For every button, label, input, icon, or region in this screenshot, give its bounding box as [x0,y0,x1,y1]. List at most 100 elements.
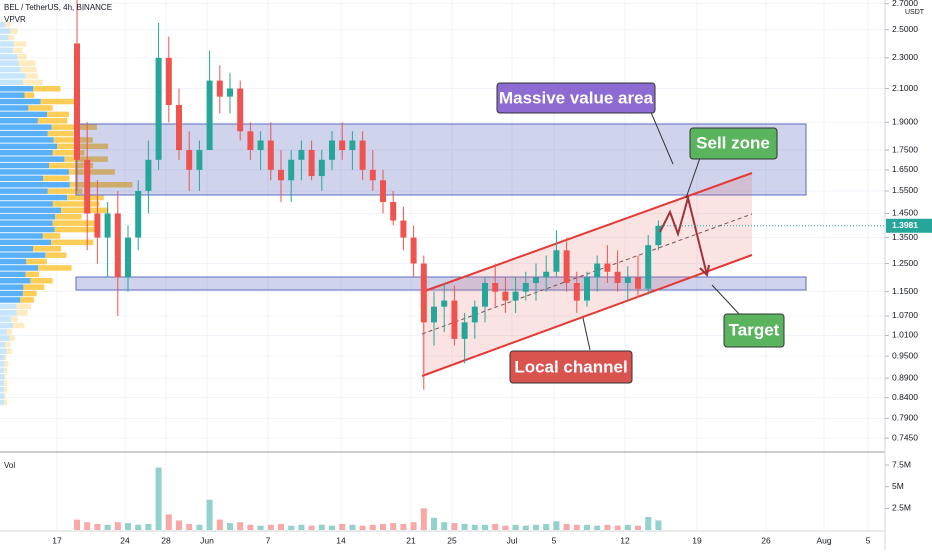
vpvr-bar [0,150,53,156]
candle-body [380,180,386,203]
vpvr-bar [0,246,33,252]
vpvr-bar [18,60,36,66]
candle-body [461,322,468,339]
x-tick-label: 21 [406,535,416,545]
x-tick-label: Jul [507,535,518,545]
volume-bar [135,524,142,530]
y-tick-label: 0.7900 [892,413,918,423]
annotation: Local channel [514,357,627,376]
volume-bar [165,514,172,530]
volume-bar [431,517,437,530]
candle-body [237,88,244,132]
candle-body [125,237,131,278]
vpvr-bar [6,348,12,354]
candle-body [604,263,611,272]
vpvr-bar [24,92,35,98]
volume-bar [216,519,223,530]
vpvr-bar [0,73,26,79]
candle-body [84,159,91,214]
vpvr-bar [0,41,14,47]
vpvr-bar [0,329,8,335]
candle-body [624,277,631,283]
vpvr-bar [42,233,61,239]
y-tick-label: 2.7000 [892,0,918,8]
vpvr-bar [0,188,48,194]
volume-bar [543,523,550,530]
vpvr-bar [5,342,11,348]
candle-body [492,282,499,292]
vpvr-bar [25,73,38,79]
volume-bar [155,467,162,530]
vpvr-bar [9,335,15,342]
volume-bar [74,519,80,530]
candle-body [573,282,580,301]
volume-bar [237,522,244,530]
vpvr-bar [0,374,4,380]
candle-body [155,57,162,160]
vpvr-bar [23,79,43,86]
volume-bar [471,524,478,530]
vpvr-bar [0,79,24,86]
vpvr-bar [4,386,8,393]
indicator-label: VPVR [4,15,26,24]
vpvr-bar [51,239,94,246]
vpvr-bar [4,361,9,367]
volume-bar [288,525,295,530]
candle-body [410,237,417,264]
candle-body [227,88,233,97]
vpvr-bar [0,86,34,92]
x-tick-label: 24 [120,535,130,545]
volume-bar [390,523,397,530]
vpvr-bar [13,41,27,47]
volume-bar [645,517,652,530]
vpvr-bar [0,143,58,150]
vpvr-bar [30,278,53,284]
candle-body [471,306,478,323]
volume-bar [594,525,601,530]
x-tick-label: 26 [761,535,771,545]
y-tick-label: 2.5000 [892,24,918,34]
vpvr-bar [22,290,37,297]
vpvr-bar [0,156,65,162]
volume-bar [227,523,233,530]
candle-body [114,213,121,278]
vpvr-bar [0,130,48,137]
candle-body [176,104,182,151]
candle-body [512,291,519,301]
volume-bar [104,524,111,530]
vpvr-bar [0,252,46,258]
y-tick-label: 2.1000 [892,83,918,93]
volume-bar [635,525,641,530]
currency-label: USDT [905,9,925,16]
vpvr-bar [0,284,24,290]
volume-bar [308,525,315,530]
y-tick-label: 1.3500 [892,232,918,242]
candle-body [400,220,407,238]
vpvr-bar [0,162,50,169]
vpvr-bar [0,92,25,98]
x-tick-label: 17 [52,535,62,545]
candle-body [431,306,437,323]
candle-body [206,80,213,151]
candle-body [318,159,325,177]
candle-body [165,57,172,105]
volume-bar [380,523,386,530]
annotation-box [723,313,785,348]
vpvr-bar [0,239,52,246]
vpvr-bar [0,124,52,130]
vpvr-bar [4,354,7,361]
x-tick-label: 25 [447,535,457,545]
vpvr-bar [45,252,67,258]
vpvr-bar [0,348,7,354]
volume-bar [369,524,376,530]
candle-body [420,263,427,323]
volume-bar [257,525,264,530]
vpvr-bar [0,258,27,265]
volume-bar [614,525,621,530]
annotation: Massive value area [499,88,654,107]
candle-body [339,140,346,151]
vpvr-bar [0,111,48,118]
vpvr-bar [57,143,109,150]
candle-body [502,291,509,301]
y-tick-label: 1.0100 [892,330,918,340]
